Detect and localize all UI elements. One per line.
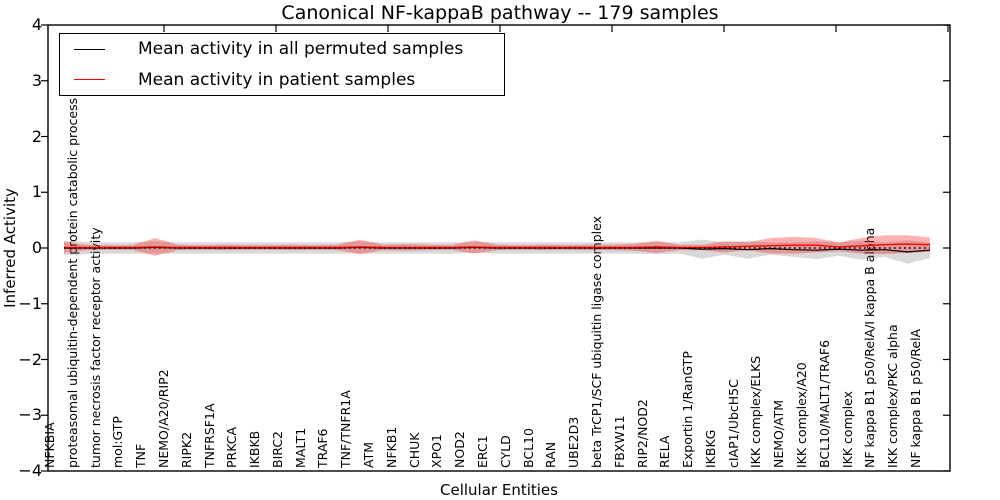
x-tick-label: TRAF6 xyxy=(315,428,331,468)
x-tick-label: CYLD xyxy=(497,435,513,468)
legend: Mean activity in all permuted samples Me… xyxy=(59,33,505,96)
chart-title: Canonical NF-kappaB pathway -- 179 sampl… xyxy=(281,2,719,24)
y-tick-label: 1 xyxy=(31,182,42,202)
legend-label: Mean activity in all permuted samples xyxy=(138,39,464,60)
x-tick-label: MALT1 xyxy=(292,427,308,468)
x-tick-label: NFKB1 xyxy=(383,426,399,468)
x-tick-label: ATM xyxy=(361,441,377,468)
y-tick-label: 2 xyxy=(31,126,42,146)
x-tick-label: NF kappa B1 p50/RelA xyxy=(908,328,923,468)
y-tick-label: −2 xyxy=(18,349,42,369)
x-tick-label: BCL10/MALT1/TRAF6 xyxy=(816,339,832,468)
y-tick-label: 4 xyxy=(31,15,42,34)
legend-entry-patient: Mean activity in patient samples xyxy=(60,70,504,90)
y-tick-label: −4 xyxy=(18,461,42,480)
y-tick-label: −1 xyxy=(18,293,42,313)
x-tick-label: RELA xyxy=(657,435,673,468)
x-tick-label: IKBKB xyxy=(247,430,263,468)
y-tick-label: 0 xyxy=(31,238,42,257)
x-tick-label: IKK complex xyxy=(839,390,855,468)
x-tick-label: IKK complex/PKC alpha xyxy=(885,324,901,468)
x-tick-label: FBXW11 xyxy=(611,415,627,468)
x-tick-label: mol:GTP xyxy=(110,416,126,468)
legend-entry-permuted: Mean activity in all permuted samples xyxy=(60,39,504,59)
patient-line-swatch-icon xyxy=(74,79,105,81)
y-tick-label: −3 xyxy=(18,405,42,425)
x-tick-label: IKK complex/ELKS xyxy=(748,355,764,468)
x-tick-label: ERC1 xyxy=(475,435,490,468)
x-tick-label: IKK complex/A20 xyxy=(794,362,810,468)
x-tick-label: NOD2 xyxy=(452,431,468,468)
legend-label: Mean activity in patient samples xyxy=(138,69,416,90)
x-tick-label: proteasomal ubiquitin-dependent protein … xyxy=(64,97,80,468)
x-tick-label: NEMO/A20/RIP2 xyxy=(155,369,171,468)
x-tick-label: BCL10 xyxy=(520,428,536,468)
x-tick-label: Exportin 1/RanGTP xyxy=(680,351,696,468)
x-axis-label: Cellular Entities xyxy=(440,481,558,499)
x-tick-label: RIP2/NOD2 xyxy=(634,399,650,468)
y-tick-label: 3 xyxy=(31,70,42,90)
x-tick-label: PRKCA xyxy=(224,426,240,468)
x-tick-label: BIRC2 xyxy=(269,430,285,468)
x-tick-label: RAN xyxy=(543,441,559,468)
permuted-line-swatch-icon xyxy=(74,48,105,50)
x-tick-label: RIPK2 xyxy=(178,431,194,468)
x-tick-label: UBE2D3 xyxy=(566,416,582,468)
x-tick-label: IKBKG xyxy=(702,429,718,468)
x-tick-label: beta TrCP1/SCF ubiquitin ligase complex xyxy=(588,216,604,468)
x-tick-label: NFKBIA xyxy=(42,422,57,468)
x-tick-label: NF kappa B1 p50/RelA/I kappa B alpha xyxy=(862,227,878,468)
x-tick-label: XPO1 xyxy=(429,434,445,468)
x-tick-label: TNF/TNFR1A xyxy=(338,390,354,468)
x-tick-label: CHUK xyxy=(406,432,422,468)
x-tick-label: tumor necrosis factor receptor activity xyxy=(87,227,103,468)
x-tick-label: TNFRSF1A xyxy=(201,403,217,469)
x-tick-label: TNF xyxy=(133,443,149,468)
x-tick-label: cIAP1/UbcH5C xyxy=(725,379,741,468)
x-tick-label: NEMO/ATM xyxy=(771,399,787,468)
